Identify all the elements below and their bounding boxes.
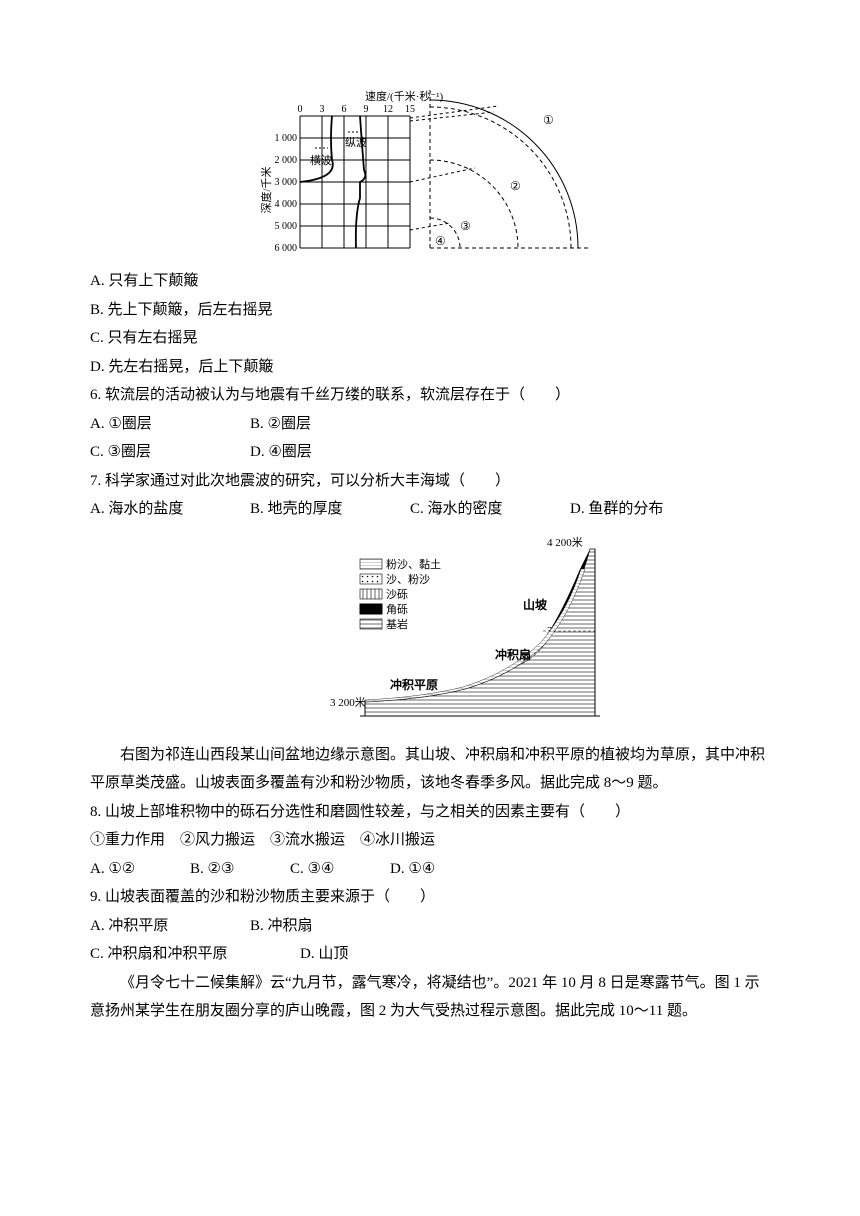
q8-items: ①重力作用 ②风力搬运 ③流水搬运 ④冰川搬运 [90,826,770,855]
svg-text:6: 6 [342,104,347,115]
svg-text:3 000: 3 000 [275,177,298,188]
svg-text:①: ① [543,113,554,127]
q7-opt-d: D. 鱼群的分布 [570,495,663,524]
svg-text:6 000: 6 000 [275,243,298,254]
svg-text:基岩: 基岩 [386,617,408,631]
mountain-diagram: 粉沙、黏土 沙、粉沙 沙砾 角砾 基岩 4 200米 3 600米 3 200米 [305,534,615,729]
svg-text:12: 12 [383,104,393,115]
passage-2: 《月令七十二候集解》云“九月节，露气寒冷，将凝结也”。2021 年 10 月 8… [90,969,770,1026]
q6-opt-b: B. ②圈层 [250,410,311,439]
seismic-diagram: 速度/(千米·秒⁻¹) 深度/千米 0 3 6 9 12 [260,90,600,255]
q9-opt-b: B. 冲积扇 [250,912,313,941]
q6-opts-row2: C. ③圈层 D. ④圈层 [90,438,770,467]
s-wave-curve [300,116,333,182]
fan-label: 冲积扇 [495,647,531,662]
svg-text:15: 15 [405,104,415,115]
q7-opts: A. 海水的盐度 B. 地壳的厚度 C. 海水的密度 D. 鱼群的分布 [90,495,770,524]
q5-opt-c: C. 只有左右摇晃 [90,324,770,353]
svg-text:③: ③ [460,219,471,233]
svg-text:沙、粉沙: 沙、粉沙 [386,573,430,586]
svg-text:0: 0 [298,104,303,115]
svg-text:④: ④ [435,234,446,248]
svg-text:1 000: 1 000 [275,133,298,144]
svg-text:角砾: 角砾 [386,603,408,616]
svg-text:②: ② [510,179,521,193]
q9-opts-row1: A. 冲积平原 B. 冲积扇 [90,912,770,941]
q6-opt-a: A. ①圈层 [90,410,250,439]
y-axis-label: 深度/千米 [260,166,273,213]
x-axis-label: 速度/(千米·秒⁻¹) [365,90,443,103]
q7-stem: 7. 科学家通过对此次地震波的研究，可以分析大丰海域（ ） [90,467,770,496]
q7-opt-a: A. 海水的盐度 [90,495,250,524]
q5-opt-b: B. 先上下颠簸，后左右摇晃 [90,296,770,325]
q9-opt-c: C. 冲积扇和冲积平原 [90,940,300,969]
figure-mountain: 粉沙、黏土 沙、粉沙 沙砾 角砾 基岩 4 200米 3 600米 3 200米 [90,534,770,729]
q8-opts: A. ①② B. ②③ C. ③④ D. ①④ [90,855,770,884]
q8-opt-b: B. ②③ [190,855,290,884]
q7-opt-b: B. 地壳的厚度 [250,495,410,524]
svg-text:3: 3 [320,104,325,115]
q6-opt-c: C. ③圈层 [90,438,250,467]
figure-seismic: 速度/(千米·秒⁻¹) 深度/千米 0 3 6 9 12 [90,90,770,255]
q8-opt-c: C. ③④ [290,855,390,884]
svg-text:9: 9 [364,104,369,115]
q9-opts-row2: C. 冲积扇和冲积平原 D. 山顶 [90,940,770,969]
zwave-label: 纵波 [345,136,367,149]
q6-opt-d: D. ④圈层 [250,438,312,467]
h-base: 3 200米 [330,696,366,709]
passage-1: 右图为祁连山西段某山间盆地边缘示意图。其山坡、冲积扇和冲积平原的植被均为草原，其… [90,741,770,798]
q9-stem: 9. 山坡表面覆盖的沙和粉沙物质主要来源于（ ） [90,883,770,912]
q5-opt-a: A. 只有上下颠簸 [90,267,770,296]
svg-text:5 000: 5 000 [275,221,298,232]
legend: 粉沙、黏土 沙、粉沙 沙砾 角砾 基岩 [360,557,441,631]
svg-text:粉沙、黏土: 粉沙、黏土 [386,557,441,571]
shell-numbers: ① ② ③ ④ [435,113,554,248]
q8-opt-d: D. ①④ [390,855,435,884]
h-top: 4 200米 [547,536,583,549]
q6-opts-row1: A. ①圈层 B. ②圈层 [90,410,770,439]
q6-stem: 6. 软流层的活动被认为与地震有千丝万缕的联系，软流层存在于（ ） [90,381,770,410]
y-ticks: 1 000 2 000 3 000 4 000 5 000 6 000 [275,133,298,254]
slope-label: 山坡 [523,597,548,612]
q9-opt-d: D. 山顶 [300,940,348,969]
q7-opt-c: C. 海水的密度 [410,495,570,524]
svg-text:2 000: 2 000 [275,155,298,166]
x-ticks: 0 3 6 9 12 15 [298,104,416,115]
svg-text:沙砾: 沙砾 [386,588,408,601]
q9-opt-a: A. 冲积平原 [90,912,250,941]
q5-opt-d: D. 先左右摇晃，后上下颠簸 [90,353,770,382]
chart-grid [300,116,410,248]
svg-text:4 000: 4 000 [275,199,298,210]
plain-label: 冲积平原 [390,677,438,692]
hwave-label: 横波 [310,153,332,167]
q8-stem: 8. 山坡上部堆积物中的砾石分选性和磨圆性较差，与之相关的因素主要有（ ） [90,798,770,827]
earth-shells [430,90,590,248]
q8-opt-a: A. ①② [90,855,190,884]
